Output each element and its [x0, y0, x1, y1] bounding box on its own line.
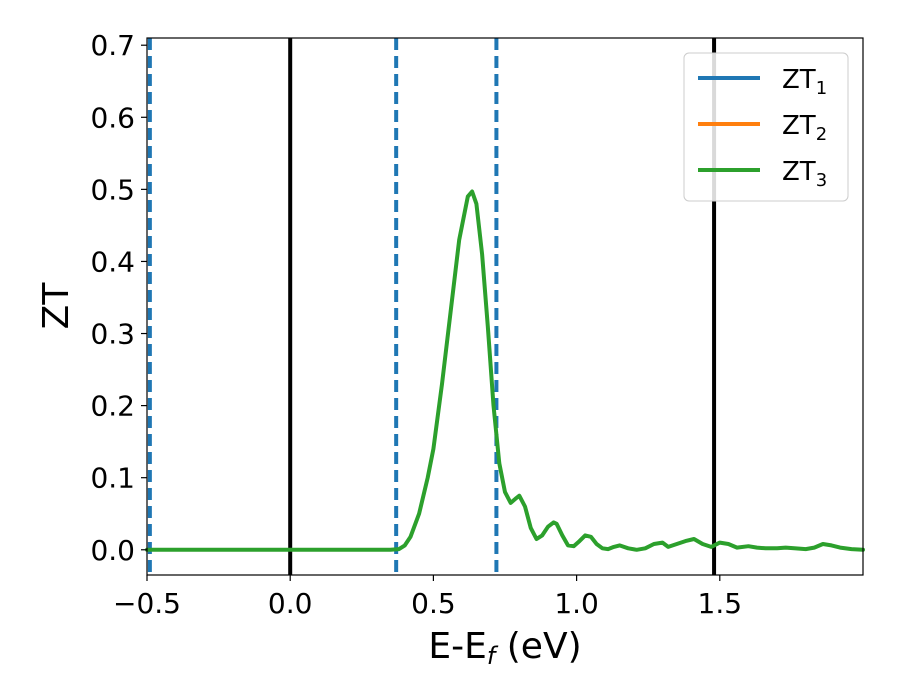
y-tick-label: 0.5 [90, 173, 135, 206]
x-tick-label: 0.5 [411, 587, 456, 620]
legend-label-3: ZT3 [782, 157, 827, 191]
x-axis-ticks: −0.5 0.0 0.5 1.0 1.5 [113, 575, 742, 620]
y-axis-label: ZT [36, 282, 77, 330]
curve-layer [145, 189, 865, 552]
legend-label-2: ZT2 [782, 111, 827, 145]
legend-label-1: ZT1 [782, 65, 827, 99]
y-tick-label: 0.3 [90, 318, 135, 351]
legend-box [683, 52, 849, 202]
x-axis-label-main: E-E [428, 626, 486, 667]
legend: ZT1 ZT2 ZT3 [683, 52, 849, 202]
x-tick-label: 0.0 [268, 587, 313, 620]
vertical-lines [147, 38, 717, 575]
legend-items: ZT1 ZT2 ZT3 [698, 65, 827, 191]
y-axis-ticks: 0.0 0.1 0.2 0.3 0.4 0.5 0.6 0.7 [90, 29, 147, 567]
x-axis-label: E-Ef (eV) [428, 626, 581, 670]
y-tick-label: 0.7 [90, 29, 135, 62]
y-tick-label: 0.1 [90, 462, 135, 495]
x-axis-label-unit: (eV) [495, 626, 581, 667]
y-tick-label: 0.4 [90, 245, 135, 278]
x-tick-label: 1.0 [554, 587, 599, 620]
y-tick-label: 0.6 [90, 101, 135, 134]
zt-curve [145, 189, 865, 552]
plot-area-frame [146, 37, 864, 576]
y-tick-label: 0.0 [90, 534, 135, 567]
x-tick-label: −0.5 [113, 587, 181, 620]
y-tick-label: 0.2 [90, 390, 135, 423]
x-tick-label: 1.5 [698, 587, 743, 620]
